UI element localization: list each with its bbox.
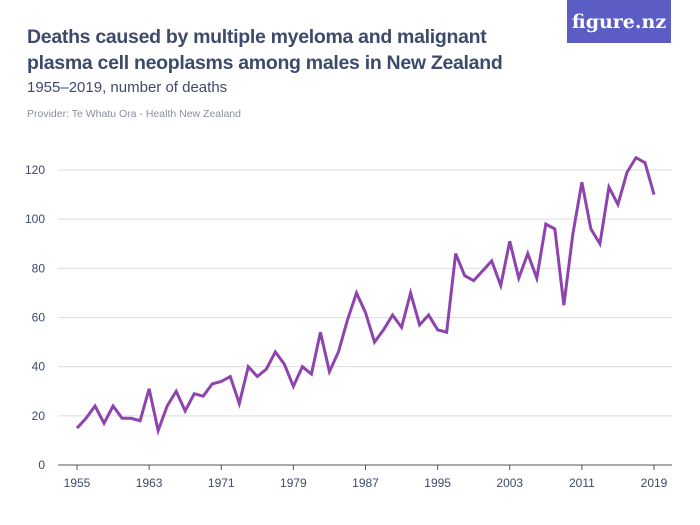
- y-tick-label: 60: [32, 311, 46, 325]
- y-tick-label: 120: [25, 163, 45, 177]
- x-tick-label: 1955: [64, 476, 91, 490]
- y-tick-label: 80: [32, 261, 46, 275]
- y-tick-label: 0: [38, 458, 45, 472]
- x-tick-label: 1995: [424, 476, 451, 490]
- x-tick-label: 2019: [641, 476, 668, 490]
- series-line: [75, 155, 656, 436]
- provider-note: Provider: Te Whatu Ora - Health New Zeal…: [27, 108, 241, 120]
- y-tick-label: 100: [25, 212, 45, 226]
- chart-subtitle: 1955–2019, number of deaths: [27, 79, 228, 96]
- x-tick-label: 2011: [569, 476, 595, 490]
- y-tick-label: 40: [32, 360, 46, 374]
- y-tick-label: 20: [32, 409, 46, 423]
- figure-nz-logo[interactable]: figure.nz: [567, 0, 671, 43]
- x-tick-label: 1971: [208, 476, 235, 490]
- x-tick-label: 1979: [280, 476, 307, 490]
- chart-title: Deaths caused by multiple myeloma and ma…: [27, 26, 503, 74]
- x-tick-label: 2003: [496, 476, 523, 490]
- x-tick-label: 1963: [136, 476, 163, 490]
- x-tick-label: 1987: [352, 476, 379, 490]
